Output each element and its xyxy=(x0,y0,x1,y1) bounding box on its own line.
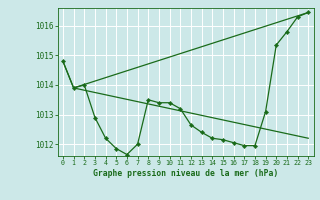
X-axis label: Graphe pression niveau de la mer (hPa): Graphe pression niveau de la mer (hPa) xyxy=(93,169,278,178)
